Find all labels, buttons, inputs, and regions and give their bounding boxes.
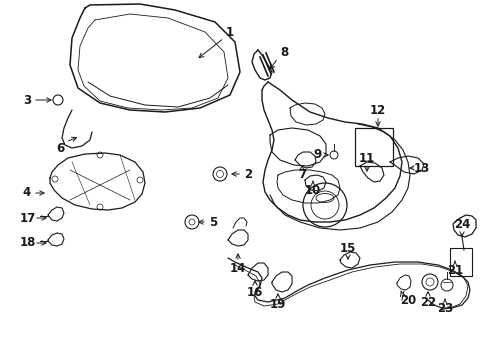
- Text: 12: 12: [369, 104, 386, 117]
- Text: 23: 23: [436, 302, 452, 315]
- Text: 16: 16: [246, 285, 263, 298]
- Text: 3: 3: [23, 94, 31, 107]
- Text: 7: 7: [297, 168, 305, 181]
- Text: 19: 19: [269, 298, 285, 311]
- Text: 18: 18: [20, 237, 36, 249]
- Text: 14: 14: [229, 261, 245, 274]
- Text: 20: 20: [399, 293, 415, 306]
- Text: 21: 21: [446, 264, 462, 276]
- Text: 9: 9: [313, 148, 322, 162]
- Text: 22: 22: [419, 296, 435, 309]
- Text: 24: 24: [453, 219, 469, 231]
- Text: 11: 11: [358, 152, 374, 165]
- Text: 10: 10: [304, 184, 321, 197]
- Text: 15: 15: [339, 242, 355, 255]
- Text: 6: 6: [56, 141, 64, 154]
- Text: 2: 2: [244, 167, 251, 180]
- Text: 5: 5: [208, 216, 217, 229]
- Text: 1: 1: [225, 26, 234, 39]
- Text: 13: 13: [413, 162, 429, 175]
- Text: 4: 4: [23, 186, 31, 199]
- Text: 8: 8: [279, 45, 287, 58]
- Text: 17: 17: [20, 211, 36, 225]
